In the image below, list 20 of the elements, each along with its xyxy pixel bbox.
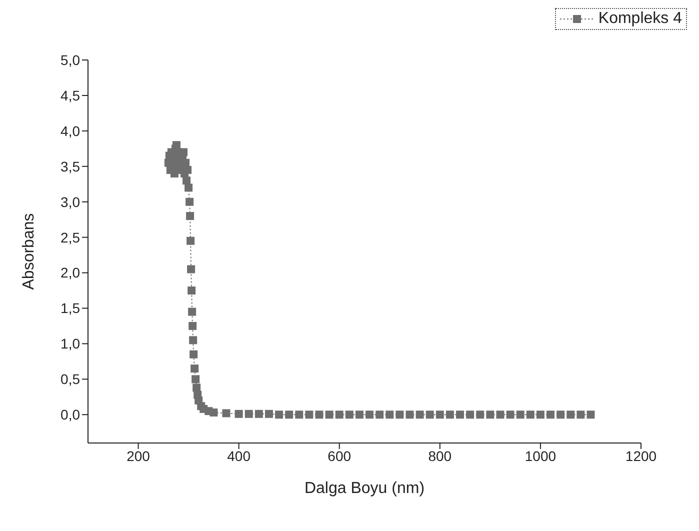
y-tick-label: 0,0 — [60, 406, 80, 423]
x-axis-title: Dalga Boyu (nm) — [304, 480, 425, 497]
x-tick-label: 600 — [328, 448, 352, 464]
x-tick-label: 1200 — [625, 448, 657, 464]
y-tick-label: 5,0 — [60, 52, 80, 68]
y-tick-label: 4,5 — [60, 87, 80, 104]
y-tick-label: 3,5 — [60, 158, 80, 174]
y-tick-label: 2,0 — [60, 264, 80, 281]
x-tick-label: 1000 — [524, 448, 556, 464]
x-tick-label: 400 — [227, 448, 251, 464]
x-tick-label: 200 — [126, 448, 150, 464]
x-tick-label: 800 — [428, 448, 452, 464]
y-tick-label: 1,0 — [60, 336, 80, 352]
y-tick-label: 0,5 — [60, 371, 80, 388]
y-tick-label: 3,0 — [60, 194, 80, 210]
legend-label: Kompleks 4 — [598, 10, 682, 28]
y-tick-label: 2,5 — [60, 229, 80, 246]
y-axis-title: Absorbans — [20, 213, 38, 290]
y-tick-label: 1,5 — [60, 300, 80, 316]
y-tick-label: 4,0 — [60, 122, 80, 139]
